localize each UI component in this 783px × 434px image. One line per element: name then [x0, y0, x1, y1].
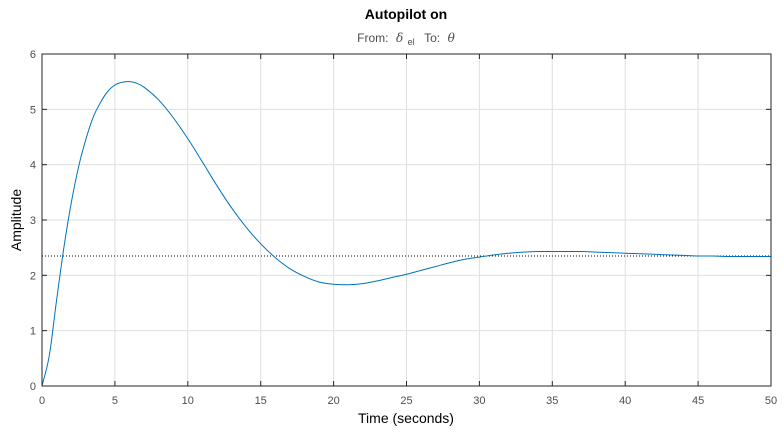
y-tick-label: 0 [30, 381, 36, 393]
y-tick-label: 5 [30, 104, 36, 116]
chart-subtitle: From: δ el To: θ [357, 29, 455, 49]
x-tick-label: 30 [473, 395, 485, 407]
y-tick-label: 4 [30, 160, 36, 172]
x-axis-label: Time (seconds) [358, 410, 454, 426]
y-axis-label: Amplitude [8, 189, 24, 251]
x-tick-label: 45 [692, 395, 704, 407]
x-tick-label: 0 [39, 395, 45, 407]
subtitle-from-subscript: el [408, 37, 415, 47]
x-tick-label: 20 [327, 395, 339, 407]
x-tick-label: 50 [765, 395, 777, 407]
y-tick-label: 3 [30, 215, 36, 227]
chart-title: Autopilot on [365, 6, 447, 22]
x-tick-label: 10 [182, 395, 194, 407]
y-tick-label: 2 [30, 270, 36, 282]
subtitle-to-symbol: θ [448, 31, 456, 45]
step-response-line [41, 81, 771, 387]
x-tick-label: 35 [546, 395, 558, 407]
x-tick-label: 5 [112, 395, 118, 407]
y-tick-label: 1 [30, 326, 36, 338]
subtitle-from-symbol: δ [396, 31, 403, 45]
subtitle-from-label: From: [357, 31, 388, 45]
series-layer [41, 81, 771, 387]
x-tick-label: 40 [619, 395, 631, 407]
y-tick-label: 6 [30, 49, 36, 61]
x-tick-label: 15 [255, 395, 267, 407]
x-tick-label: 25 [400, 395, 412, 407]
subtitle-to-label: To: [424, 31, 440, 45]
